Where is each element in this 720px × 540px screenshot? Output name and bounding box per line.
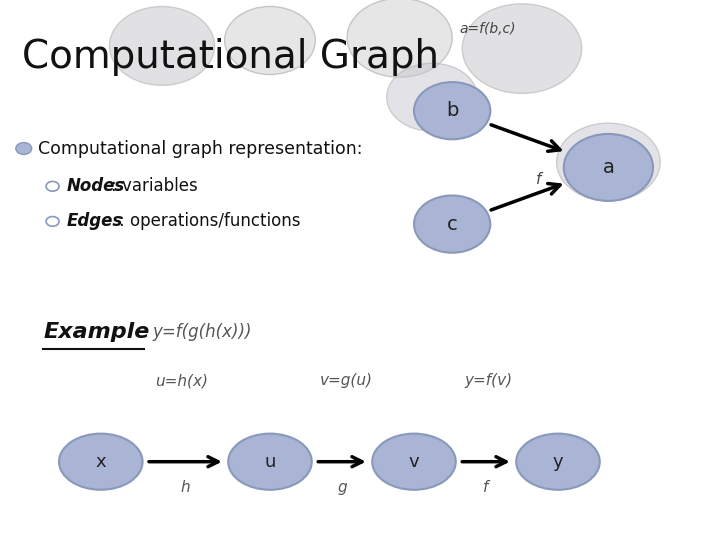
Circle shape <box>109 6 215 85</box>
Circle shape <box>225 6 315 75</box>
Text: a=f(b,c): a=f(b,c) <box>459 22 516 36</box>
Text: y: y <box>553 453 563 471</box>
Text: y=f(g(h(x))): y=f(g(h(x))) <box>153 323 252 341</box>
Circle shape <box>387 63 477 131</box>
Ellipse shape <box>516 434 600 490</box>
Text: : operations/functions: : operations/functions <box>119 212 300 231</box>
Text: y=f(v): y=f(v) <box>464 373 513 388</box>
Circle shape <box>414 82 490 139</box>
Text: Computational graph representation:: Computational graph representation: <box>38 139 363 158</box>
Text: : variables: : variables <box>111 177 197 195</box>
Circle shape <box>46 217 59 226</box>
Text: Nodes: Nodes <box>66 177 125 195</box>
Text: f: f <box>483 480 489 495</box>
Text: u: u <box>264 453 276 471</box>
Text: v=g(u): v=g(u) <box>320 373 374 388</box>
Ellipse shape <box>372 434 456 490</box>
Ellipse shape <box>59 434 143 490</box>
Text: Computational Graph: Computational Graph <box>22 38 438 76</box>
Circle shape <box>414 195 490 253</box>
Text: c: c <box>447 214 457 234</box>
Text: g: g <box>337 480 347 495</box>
Ellipse shape <box>228 434 312 490</box>
Circle shape <box>16 143 32 154</box>
Text: f: f <box>536 172 541 187</box>
Text: u=h(x): u=h(x) <box>155 373 208 388</box>
Text: Edges: Edges <box>66 212 122 231</box>
Text: Example: Example <box>43 322 150 342</box>
Text: v: v <box>409 453 419 471</box>
Circle shape <box>462 4 582 93</box>
Circle shape <box>564 134 653 201</box>
Circle shape <box>557 123 660 201</box>
Text: x: x <box>96 453 106 471</box>
Text: a: a <box>603 158 614 177</box>
Circle shape <box>347 0 452 77</box>
Circle shape <box>46 181 59 191</box>
Text: h: h <box>181 480 191 495</box>
Text: b: b <box>446 101 459 120</box>
